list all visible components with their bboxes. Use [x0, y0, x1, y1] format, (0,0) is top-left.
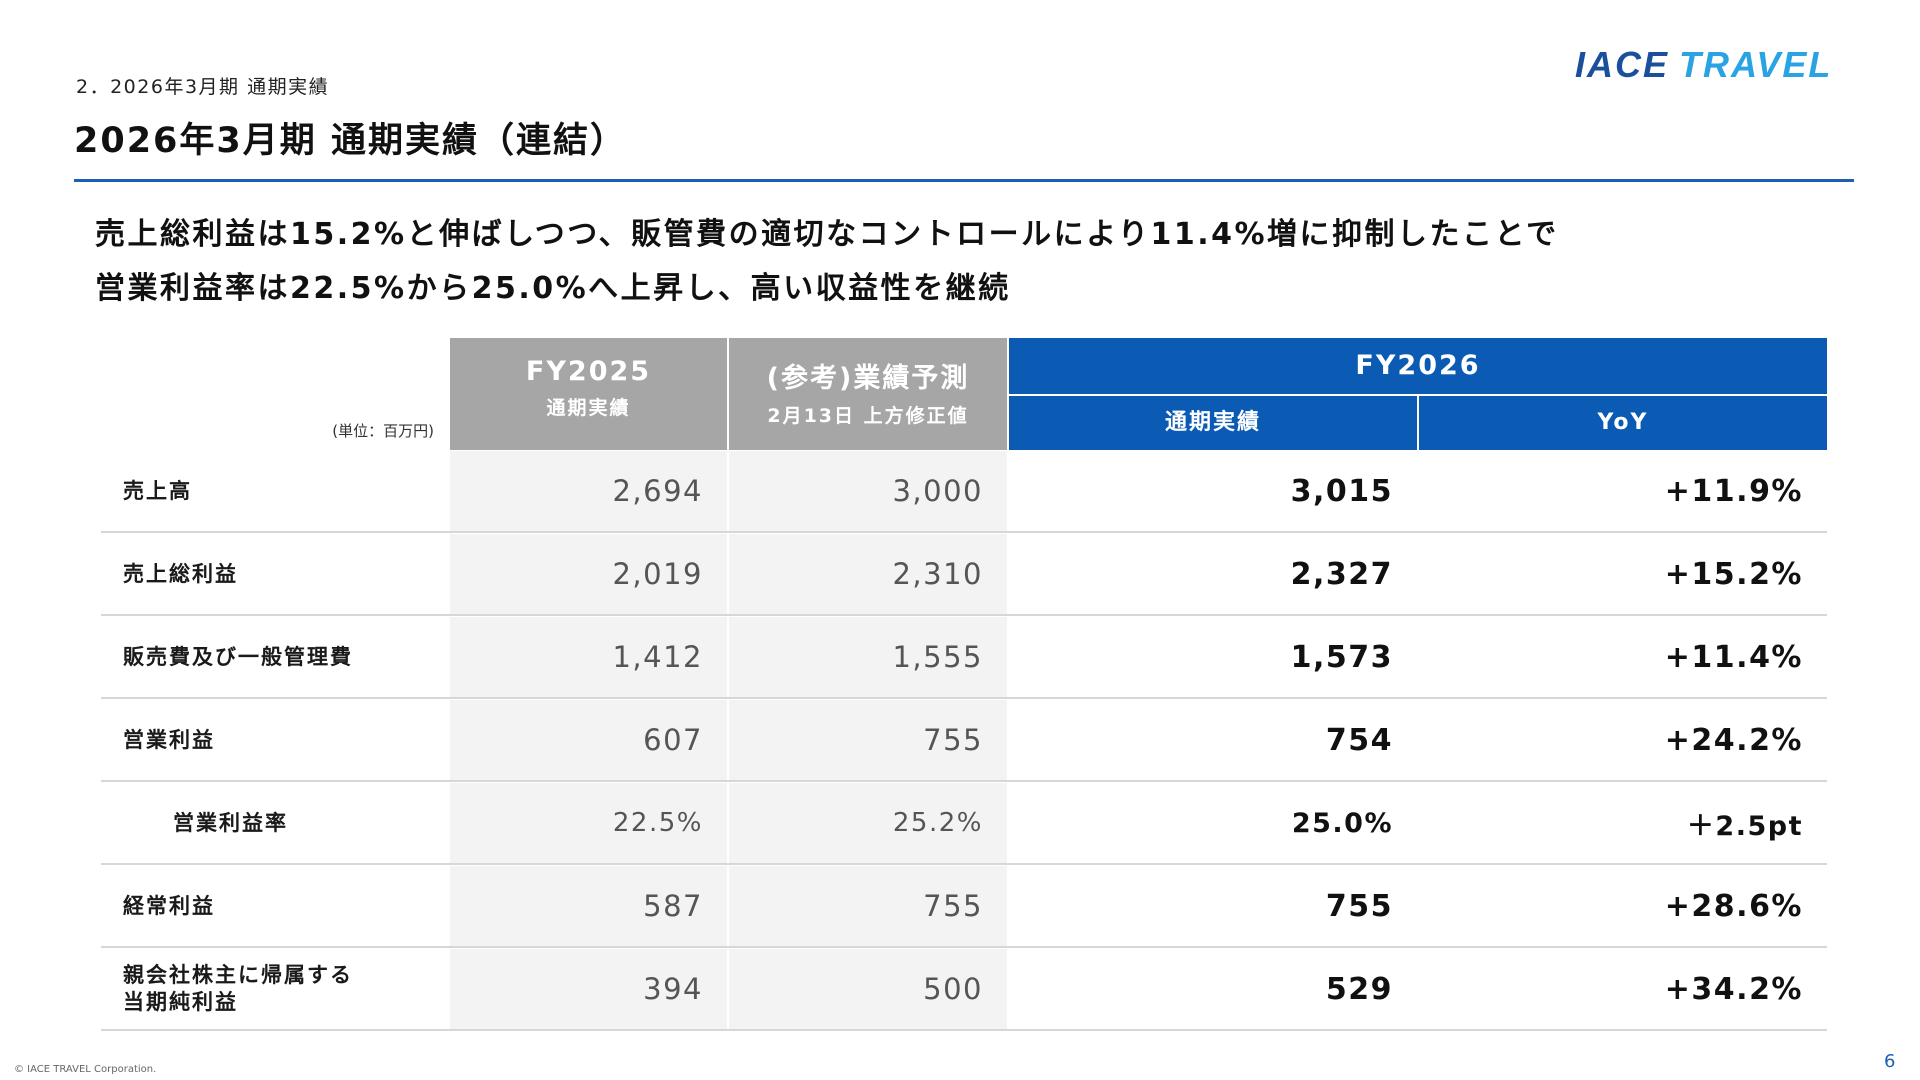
- header-fy2026-actual: 通期実績: [1009, 396, 1417, 450]
- fy2026-actual-value: 529: [1325, 971, 1393, 1007]
- yoy-value: ＋2.5pt: [1686, 810, 1803, 842]
- table-row: 販売費及び一般管理費 1,412 1,555 1,573 +11.4%: [101, 617, 1827, 699]
- row-label: 営業利益率: [173, 810, 288, 835]
- fy2025-value: 2,019: [450, 534, 727, 614]
- fy2025-value: 2,694: [450, 451, 727, 531]
- header-forecast: (参考)業績予測 2月13日 上方修正値: [729, 338, 1007, 450]
- yoy-value: +11.9%: [1664, 473, 1803, 509]
- header-forecast-subtitle: 2月13日 上方修正値: [767, 405, 969, 427]
- forecast-value: 3,000: [729, 451, 1007, 531]
- table-row: 売上高 2,694 3,000 3,015 +11.9%: [101, 451, 1827, 533]
- table-row: 営業利益 607 755 754 +24.2%: [101, 700, 1827, 782]
- forecast-value: 1,555: [729, 617, 1007, 697]
- forecast-value: 755: [729, 866, 1007, 946]
- yoy-value: +11.4%: [1664, 639, 1803, 675]
- row-label: 営業利益: [123, 727, 215, 752]
- breadcrumb: 2．2026年3月期 通期実績: [76, 76, 330, 98]
- table-row: 親会社株主に帰属する 当期純利益 394 500 529 +34.2%: [101, 949, 1827, 1031]
- table-row: 営業利益率 22.5% 25.2% 25.0% ＋2.5pt: [101, 783, 1827, 865]
- header-fy2025-subtitle: 通期実績: [546, 397, 631, 419]
- row-label: 売上総利益: [123, 561, 238, 586]
- header-fy2026-actual-label: 通期実績: [1164, 410, 1261, 435]
- header-fy2026-title: FY2026: [1355, 350, 1481, 381]
- header-fy2026-yoy-label: YoY: [1597, 410, 1649, 435]
- yoy-value: +15.2%: [1664, 556, 1803, 592]
- fy2026-actual-value: 2,327: [1290, 556, 1393, 592]
- forecast-value: 25.2%: [729, 783, 1007, 863]
- forecast-value: 500: [729, 949, 1007, 1029]
- table-row: 売上総利益 2,019 2,310 2,327 +15.2%: [101, 534, 1827, 616]
- page-number: 6: [1884, 1051, 1896, 1072]
- row-label-line-1: 親会社株主に帰属する: [123, 963, 353, 987]
- yoy-value: +34.2%: [1664, 971, 1803, 1007]
- row-label-line-2: 当期純利益: [123, 990, 238, 1014]
- fy2026-actual-value: 25.0%: [1291, 807, 1393, 839]
- header-fy2026: FY2026: [1009, 338, 1827, 394]
- yoy-value: +28.6%: [1664, 888, 1803, 924]
- forecast-value: 755: [729, 700, 1007, 780]
- row-label: 親会社株主に帰属する 当期純利益: [101, 949, 448, 1029]
- fy2025-value: 22.5%: [450, 783, 727, 863]
- title-divider: [74, 179, 1854, 182]
- header-fy2025-title: FY2025: [525, 356, 652, 387]
- summary-text: 売上総利益は15.2%と伸ばしつつ、販管費の適切なコントロールにより11.4%増…: [95, 208, 1559, 316]
- company-logo: IACE TRAVEL: [1575, 44, 1832, 84]
- forecast-value: 2,310: [729, 534, 1007, 614]
- row-label: 売上高: [123, 478, 192, 503]
- page-title: 2026年3月期 通期実績（連結）: [74, 121, 627, 161]
- header-fy2026-yoy: YoY: [1419, 396, 1827, 450]
- summary-line-2: 営業利益率は22.5%から25.0%へ上昇し、高い収益性を継続: [95, 271, 1011, 306]
- fy2026-actual-value: 3,015: [1290, 473, 1393, 509]
- summary-line-1: 売上総利益は15.2%と伸ばしつつ、販管費の適切なコントロールにより11.4%増…: [95, 217, 1559, 252]
- fy2026-actual-value: 755: [1325, 888, 1393, 924]
- unit-label: (単位：百万円): [332, 422, 434, 440]
- header-forecast-title: (参考)業績予測: [766, 363, 970, 394]
- fy2026-actual-value: 754: [1325, 722, 1393, 758]
- row-label: 経常利益: [123, 893, 215, 918]
- fy2025-value: 587: [450, 866, 727, 946]
- fy2025-value: 607: [450, 700, 727, 780]
- fy2026-actual-value: 1,573: [1290, 639, 1393, 675]
- copyright: © IACE TRAVEL Corporation.: [14, 1064, 157, 1075]
- fy2025-value: 394: [450, 949, 727, 1029]
- fy2025-value: 1,412: [450, 617, 727, 697]
- yoy-value: +24.2%: [1664, 722, 1803, 758]
- row-label: 販売費及び一般管理費: [123, 644, 353, 669]
- table-row: 経常利益 587 755 755 +28.6%: [101, 866, 1827, 948]
- header-fy2025: FY2025 通期実績: [450, 338, 727, 450]
